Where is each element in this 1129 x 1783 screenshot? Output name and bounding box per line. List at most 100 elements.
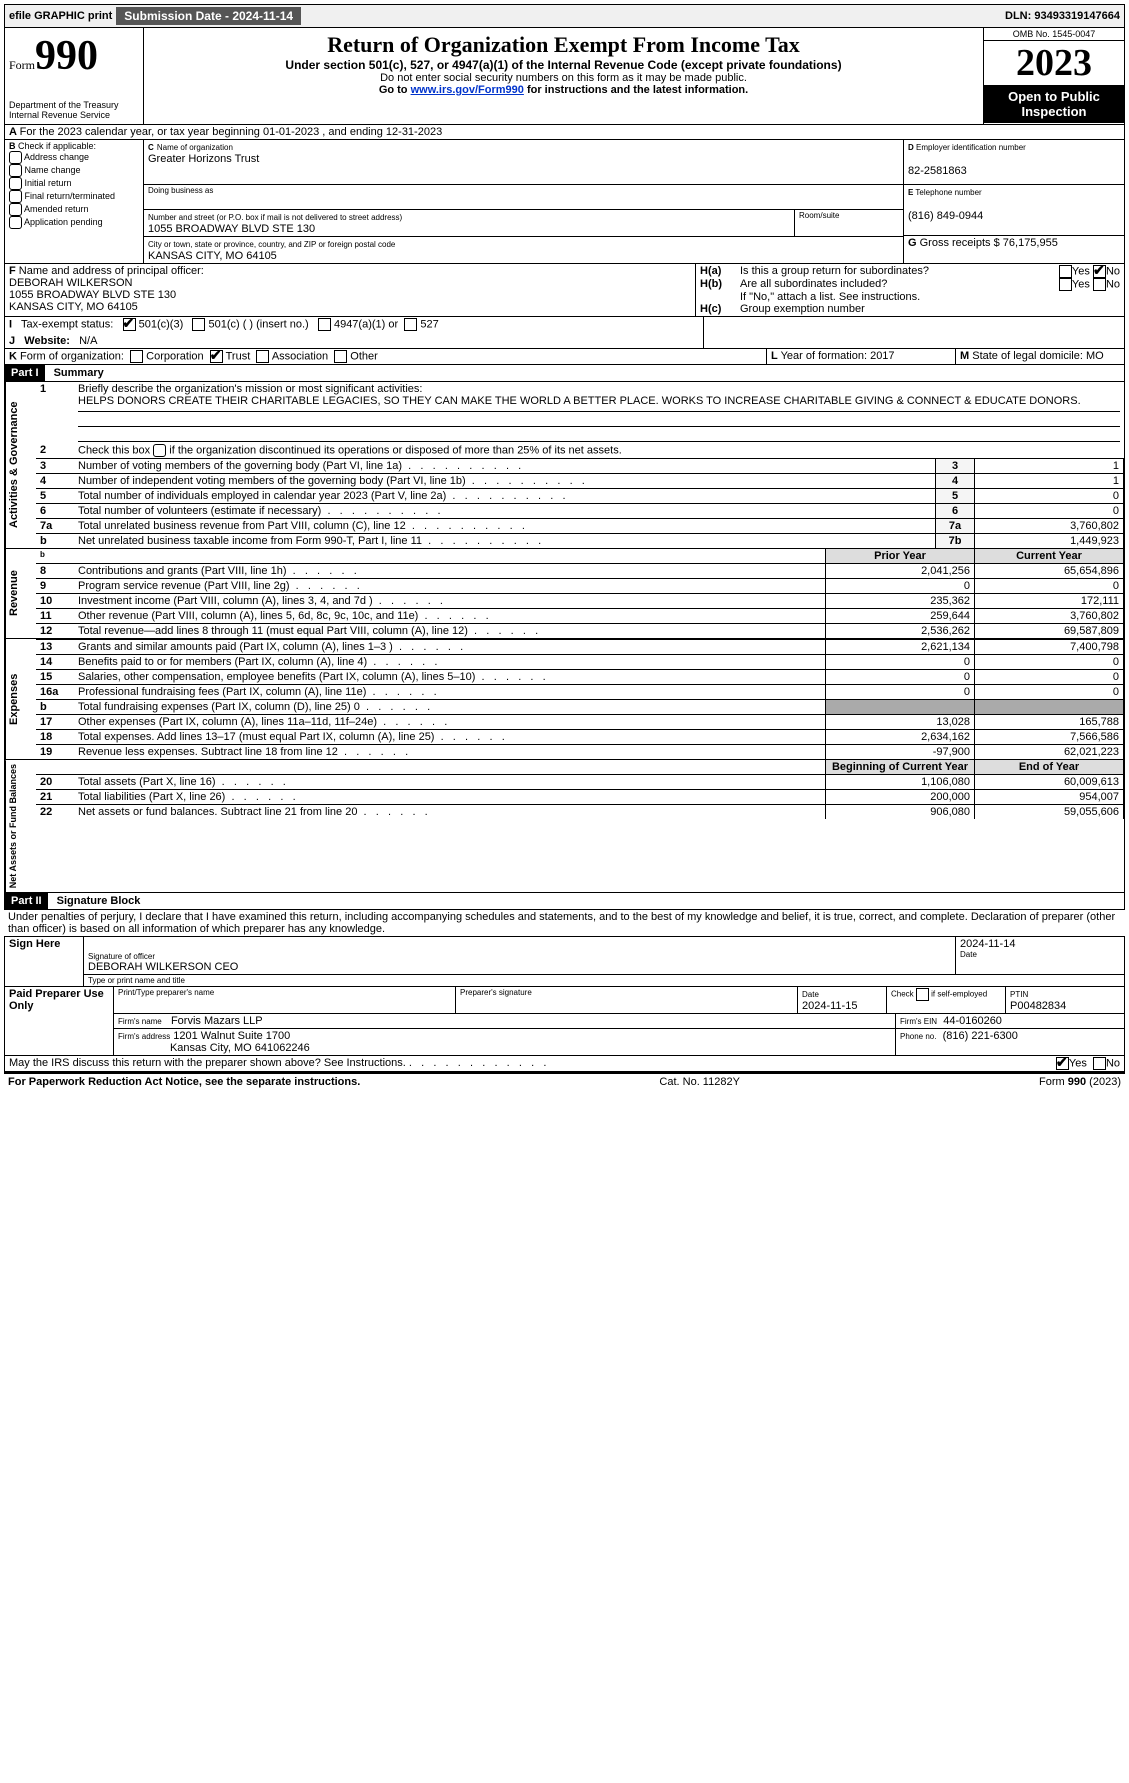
firm-addr2: Kansas City, MO 641062246 <box>170 1042 310 1054</box>
row-value: 3,760,802 <box>975 519 1124 534</box>
row-prior: -97,900 <box>826 745 975 760</box>
row-num: 6 <box>36 504 74 519</box>
opt-assoc: Association <box>272 350 328 362</box>
ha-yes-checkbox[interactable] <box>1059 265 1072 278</box>
row-num: 9 <box>36 579 74 594</box>
row-num: 11 <box>36 609 74 624</box>
row-current: 7,566,586 <box>975 730 1124 745</box>
ssn-warning: Do not enter social security numbers on … <box>152 72 975 84</box>
ptin-label: PTIN <box>1010 990 1028 999</box>
trust-checkbox[interactable] <box>210 350 223 363</box>
501c-checkbox[interactable] <box>192 318 205 331</box>
col-curr: Current Year <box>975 549 1124 564</box>
row-text: Total number of individuals employed in … <box>74 489 936 504</box>
row-prior: 906,080 <box>826 805 975 820</box>
row-value: 1 <box>975 459 1124 474</box>
initial-return-checkbox[interactable] <box>9 177 22 190</box>
ha-no-checkbox[interactable] <box>1093 265 1106 278</box>
hb-no-checkbox[interactable] <box>1093 278 1106 291</box>
footer-form: Form 990 (2023) <box>1039 1076 1121 1088</box>
row-num: b <box>36 534 74 549</box>
form-number: 990 <box>35 33 98 79</box>
firm-name-label: Firm's name <box>118 1017 162 1026</box>
dept-label: Department of the Treasury <box>9 100 139 110</box>
row-current: 7,400,798 <box>975 640 1124 655</box>
opt-final: Final return/terminated <box>25 191 116 201</box>
declaration: Under penalties of perjury, I declare th… <box>4 910 1125 936</box>
header-block: B Check if applicable: Address change Na… <box>4 140 1125 264</box>
ptin-value: P00482834 <box>1010 1000 1066 1012</box>
irs-link[interactable]: www.irs.gov/Form990 <box>411 84 524 96</box>
tax-status-label: Tax-exempt status: <box>21 318 113 330</box>
form-header: Form990 Department of the Treasury Inter… <box>4 28 1125 125</box>
app-pending-checkbox[interactable] <box>9 216 22 229</box>
form-org-label: Form of organization: <box>20 350 124 362</box>
row-text: Total revenue—add lines 8 through 11 (mu… <box>74 624 826 639</box>
501c3-checkbox[interactable] <box>123 318 136 331</box>
prep-sig-label: Preparer's signature <box>456 987 798 1013</box>
self-emp-checkbox[interactable] <box>916 988 929 1001</box>
dln-label: DLN: 93493319147664 <box>1005 10 1120 22</box>
row-text: Total expenses. Add lines 13–17 (must eq… <box>74 730 826 745</box>
row-current: 172,111 <box>975 594 1124 609</box>
row-num: 12 <box>36 624 74 639</box>
other-checkbox[interactable] <box>334 350 347 363</box>
row-prior: 2,041,256 <box>826 564 975 579</box>
row-num: 5 <box>36 489 74 504</box>
discuss-yes-checkbox[interactable] <box>1056 1057 1069 1070</box>
firm-addr-label: Firm's address <box>118 1032 170 1041</box>
opt-address: Address change <box>24 152 89 162</box>
prep-date: 2024-11-15 <box>802 1000 857 1012</box>
l2-checkbox[interactable] <box>153 444 166 457</box>
row-text: Other revenue (Part VIII, column (A), li… <box>74 609 826 624</box>
officer-name: DEBORAH WILKERSON <box>9 277 132 289</box>
assoc-checkbox[interactable] <box>256 350 269 363</box>
527-checkbox[interactable] <box>404 318 417 331</box>
officer-sig: DEBORAH WILKERSON CEO <box>88 961 951 973</box>
row-num: 10 <box>36 594 74 609</box>
4947-checkbox[interactable] <box>318 318 331 331</box>
ha-no: No <box>1106 265 1120 277</box>
final-return-checkbox[interactable] <box>9 190 22 203</box>
opt-501c3: 501(c)(3) <box>139 318 184 330</box>
form-subtitle: Under section 501(c), 527, or 4947(a)(1)… <box>152 58 975 72</box>
row-prior: 0 <box>826 579 975 594</box>
hb-text: Are all subordinates included? <box>740 278 1059 291</box>
row-text: Other expenses (Part IX, column (A), lin… <box>74 715 826 730</box>
row-current: 65,654,896 <box>975 564 1124 579</box>
submission-date-button[interactable]: Submission Date - 2024-11-14 <box>116 7 301 25</box>
line-a: A For the 2023 calendar year, or tax yea… <box>4 125 1125 140</box>
tax-year: 2023 <box>984 41 1124 85</box>
side-ag: Activities & Governance <box>5 382 36 548</box>
firm-ein: 44-0160260 <box>943 1015 1002 1027</box>
discuss-no-checkbox[interactable] <box>1093 1057 1106 1070</box>
amended-checkbox[interactable] <box>9 203 22 216</box>
tel-label: Telephone number <box>915 188 981 197</box>
omb-number: OMB No. 1545-0047 <box>984 28 1124 41</box>
opt-initial: Initial return <box>25 178 72 188</box>
row-text: Net unrelated business taxable income fr… <box>74 534 936 549</box>
row-current: 165,788 <box>975 715 1124 730</box>
discuss-text: May the IRS discuss this return with the… <box>9 1057 1056 1070</box>
row-prior <box>826 700 975 715</box>
hb-yes-checkbox[interactable] <box>1059 278 1072 291</box>
hb-note: If "No," attach a list. See instructions… <box>700 291 1120 303</box>
row-current: 0 <box>975 670 1124 685</box>
officer-label: Name and address of principal officer: <box>19 265 204 277</box>
footer-pra: For Paperwork Reduction Act Notice, see … <box>8 1076 360 1088</box>
name-change-checkbox[interactable] <box>9 164 22 177</box>
row-text: Contributions and grants (Part VIII, lin… <box>74 564 826 579</box>
row-text: Grants and similar amounts paid (Part IX… <box>74 640 826 655</box>
b-label: B <box>9 141 16 151</box>
type-name-label: Type or print name and title <box>84 975 1124 986</box>
row-text: Professional fundraising fees (Part IX, … <box>74 685 826 700</box>
address-change-checkbox[interactable] <box>9 151 22 164</box>
row-current: 3,760,802 <box>975 609 1124 624</box>
ha-yes: Yes <box>1072 265 1090 277</box>
paid-preparer-block: Paid Preparer Use Only Print/Type prepar… <box>4 987 1125 1056</box>
part2: Part II Signature Block <box>4 893 1125 910</box>
ein-label: Employer identification number <box>916 143 1026 152</box>
corp-checkbox[interactable] <box>130 350 143 363</box>
row-text: Salaries, other compensation, employee b… <box>74 670 826 685</box>
row-num: 14 <box>36 655 74 670</box>
